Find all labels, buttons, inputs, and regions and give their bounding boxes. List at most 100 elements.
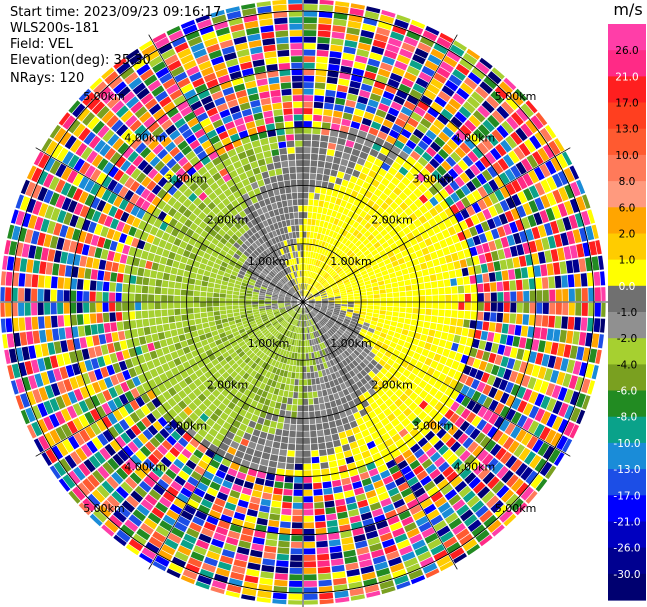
range-gate	[477, 293, 484, 302]
range-gate	[287, 450, 295, 457]
range-gate	[445, 79, 459, 92]
range-gate	[180, 296, 187, 302]
range-gate	[437, 478, 449, 490]
range-gate	[446, 471, 459, 483]
range-gate	[245, 515, 257, 524]
range-gate	[484, 439, 497, 453]
range-gate	[320, 214, 326, 221]
range-gate	[390, 562, 405, 573]
range-gate	[329, 545, 342, 553]
range-gate	[500, 236, 509, 248]
range-gate	[76, 314, 84, 325]
range-gate	[207, 287, 214, 293]
range-gate	[345, 364, 352, 372]
range-gate	[505, 455, 518, 469]
range-gate	[421, 247, 430, 256]
range-gate	[230, 440, 240, 450]
range-gate	[319, 4, 334, 12]
range-gate	[313, 351, 318, 359]
range-gate	[563, 246, 572, 260]
range-gate	[457, 310, 465, 319]
range-gate	[357, 130, 368, 139]
range-gate	[206, 302, 213, 307]
range-gate	[76, 279, 84, 290]
range-gate	[307, 293, 312, 298]
range-gate	[545, 207, 556, 221]
range-gate	[534, 131, 547, 146]
range-gate	[223, 542, 237, 552]
range-gate	[348, 196, 356, 204]
range-gate	[231, 483, 243, 493]
range-gate	[283, 336, 288, 343]
range-gate	[347, 161, 356, 169]
range-gate	[560, 358, 569, 372]
range-gate	[499, 509, 513, 523]
range-gate	[303, 147, 311, 154]
range-gate	[409, 382, 418, 391]
range-gate	[319, 288, 325, 293]
range-gate	[446, 139, 458, 151]
range-gate	[200, 312, 208, 318]
range-gate	[331, 284, 338, 289]
range-gate	[309, 286, 314, 292]
range-gate	[453, 371, 463, 381]
range-gate	[345, 167, 354, 175]
range-gate	[521, 158, 533, 172]
range-gate	[546, 263, 554, 276]
range-gate	[364, 435, 373, 444]
range-gate	[404, 197, 413, 207]
range-gate	[419, 556, 435, 568]
range-gate	[154, 287, 162, 295]
range-gate	[334, 305, 341, 308]
range-gate	[300, 340, 303, 347]
range-gate	[308, 302, 315, 304]
range-gate	[550, 342, 559, 355]
range-gate	[322, 281, 328, 286]
range-gate	[321, 416, 329, 423]
range-gate	[200, 286, 208, 292]
range-gate	[107, 250, 115, 261]
range-gate	[367, 99, 379, 108]
range-gate	[373, 330, 381, 336]
range-gate	[308, 299, 315, 301]
range-gate	[310, 346, 314, 353]
range-gate	[553, 262, 561, 275]
range-gate	[5, 271, 13, 286]
range-gate	[252, 536, 265, 545]
range-gate	[308, 285, 312, 291]
range-gate	[310, 437, 318, 444]
range-gate	[353, 61, 366, 70]
range-gate	[365, 489, 377, 499]
range-gate	[477, 393, 488, 405]
range-gate	[284, 329, 289, 336]
range-gate	[361, 450, 371, 459]
range-gate	[296, 359, 300, 366]
range-gate	[451, 360, 460, 370]
range-gate	[418, 71, 432, 83]
range-gate	[379, 347, 387, 355]
range-gate	[392, 247, 401, 255]
range-gate	[280, 342, 285, 349]
range-gate	[448, 494, 462, 506]
range-gate	[370, 359, 378, 367]
range-gate	[490, 228, 500, 240]
range-gate	[341, 118, 351, 127]
range-gate	[321, 271, 327, 278]
range-gate	[327, 294, 334, 297]
range-gate	[427, 54, 442, 66]
range-gate	[409, 252, 418, 260]
range-gate	[303, 308, 305, 314]
range-gate	[528, 391, 539, 404]
range-gate	[515, 482, 529, 497]
range-gate	[417, 453, 429, 464]
range-gate	[515, 279, 523, 291]
range-gate	[392, 311, 399, 317]
range-gate	[252, 306, 259, 310]
range-gate	[325, 287, 332, 292]
range-gate	[537, 442, 550, 457]
range-gate	[115, 292, 122, 302]
range-gate	[296, 437, 303, 444]
range-gate	[482, 182, 494, 195]
range-gate	[217, 561, 232, 571]
range-gate	[452, 164, 464, 175]
